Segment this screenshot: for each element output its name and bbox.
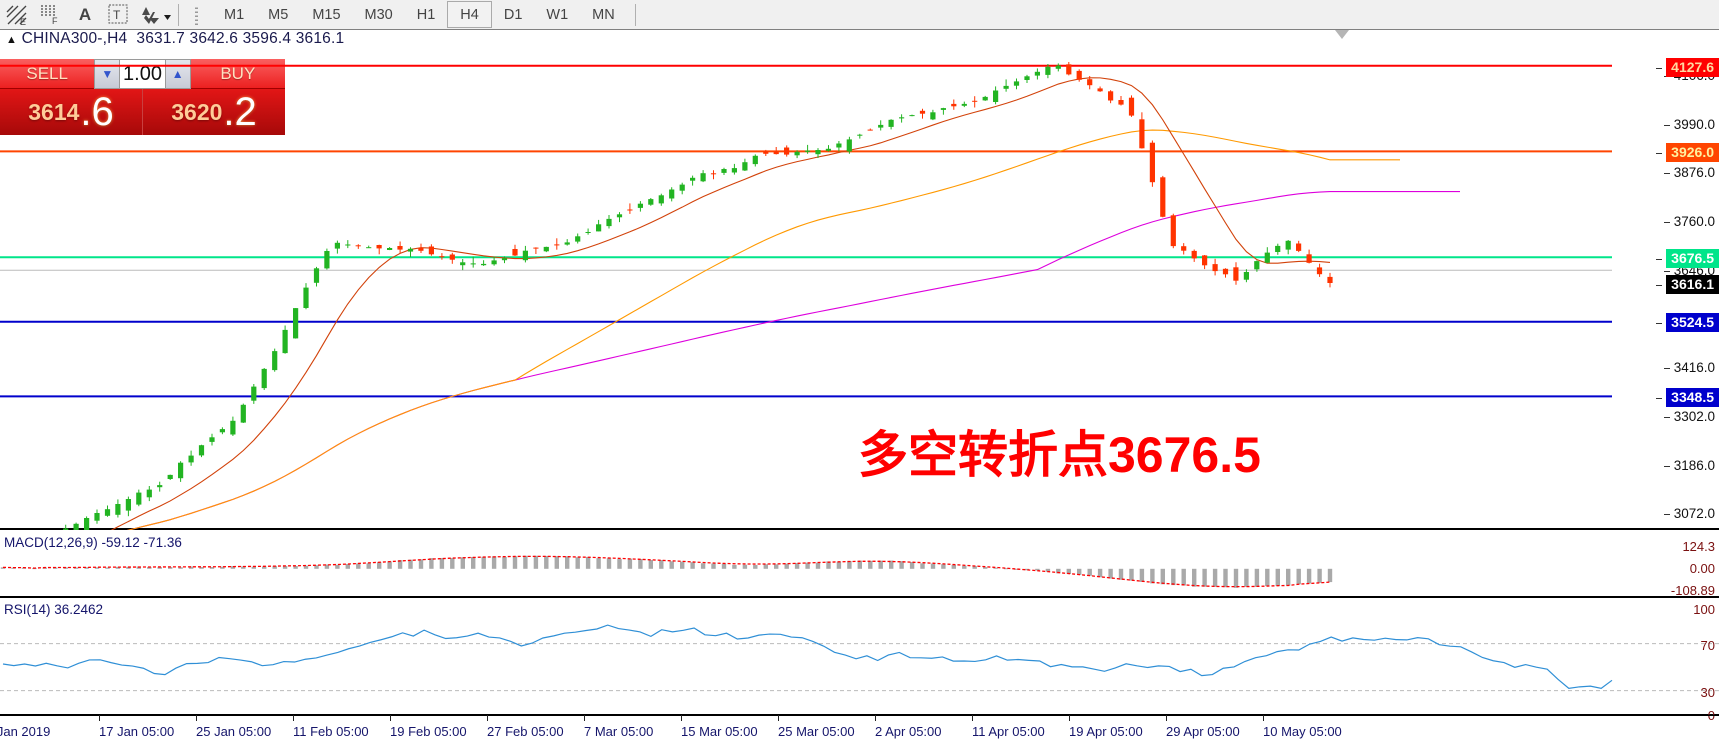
svg-text:F: F [52, 16, 58, 26]
svg-text:T: T [113, 8, 121, 22]
svg-text:E: E [20, 17, 26, 26]
